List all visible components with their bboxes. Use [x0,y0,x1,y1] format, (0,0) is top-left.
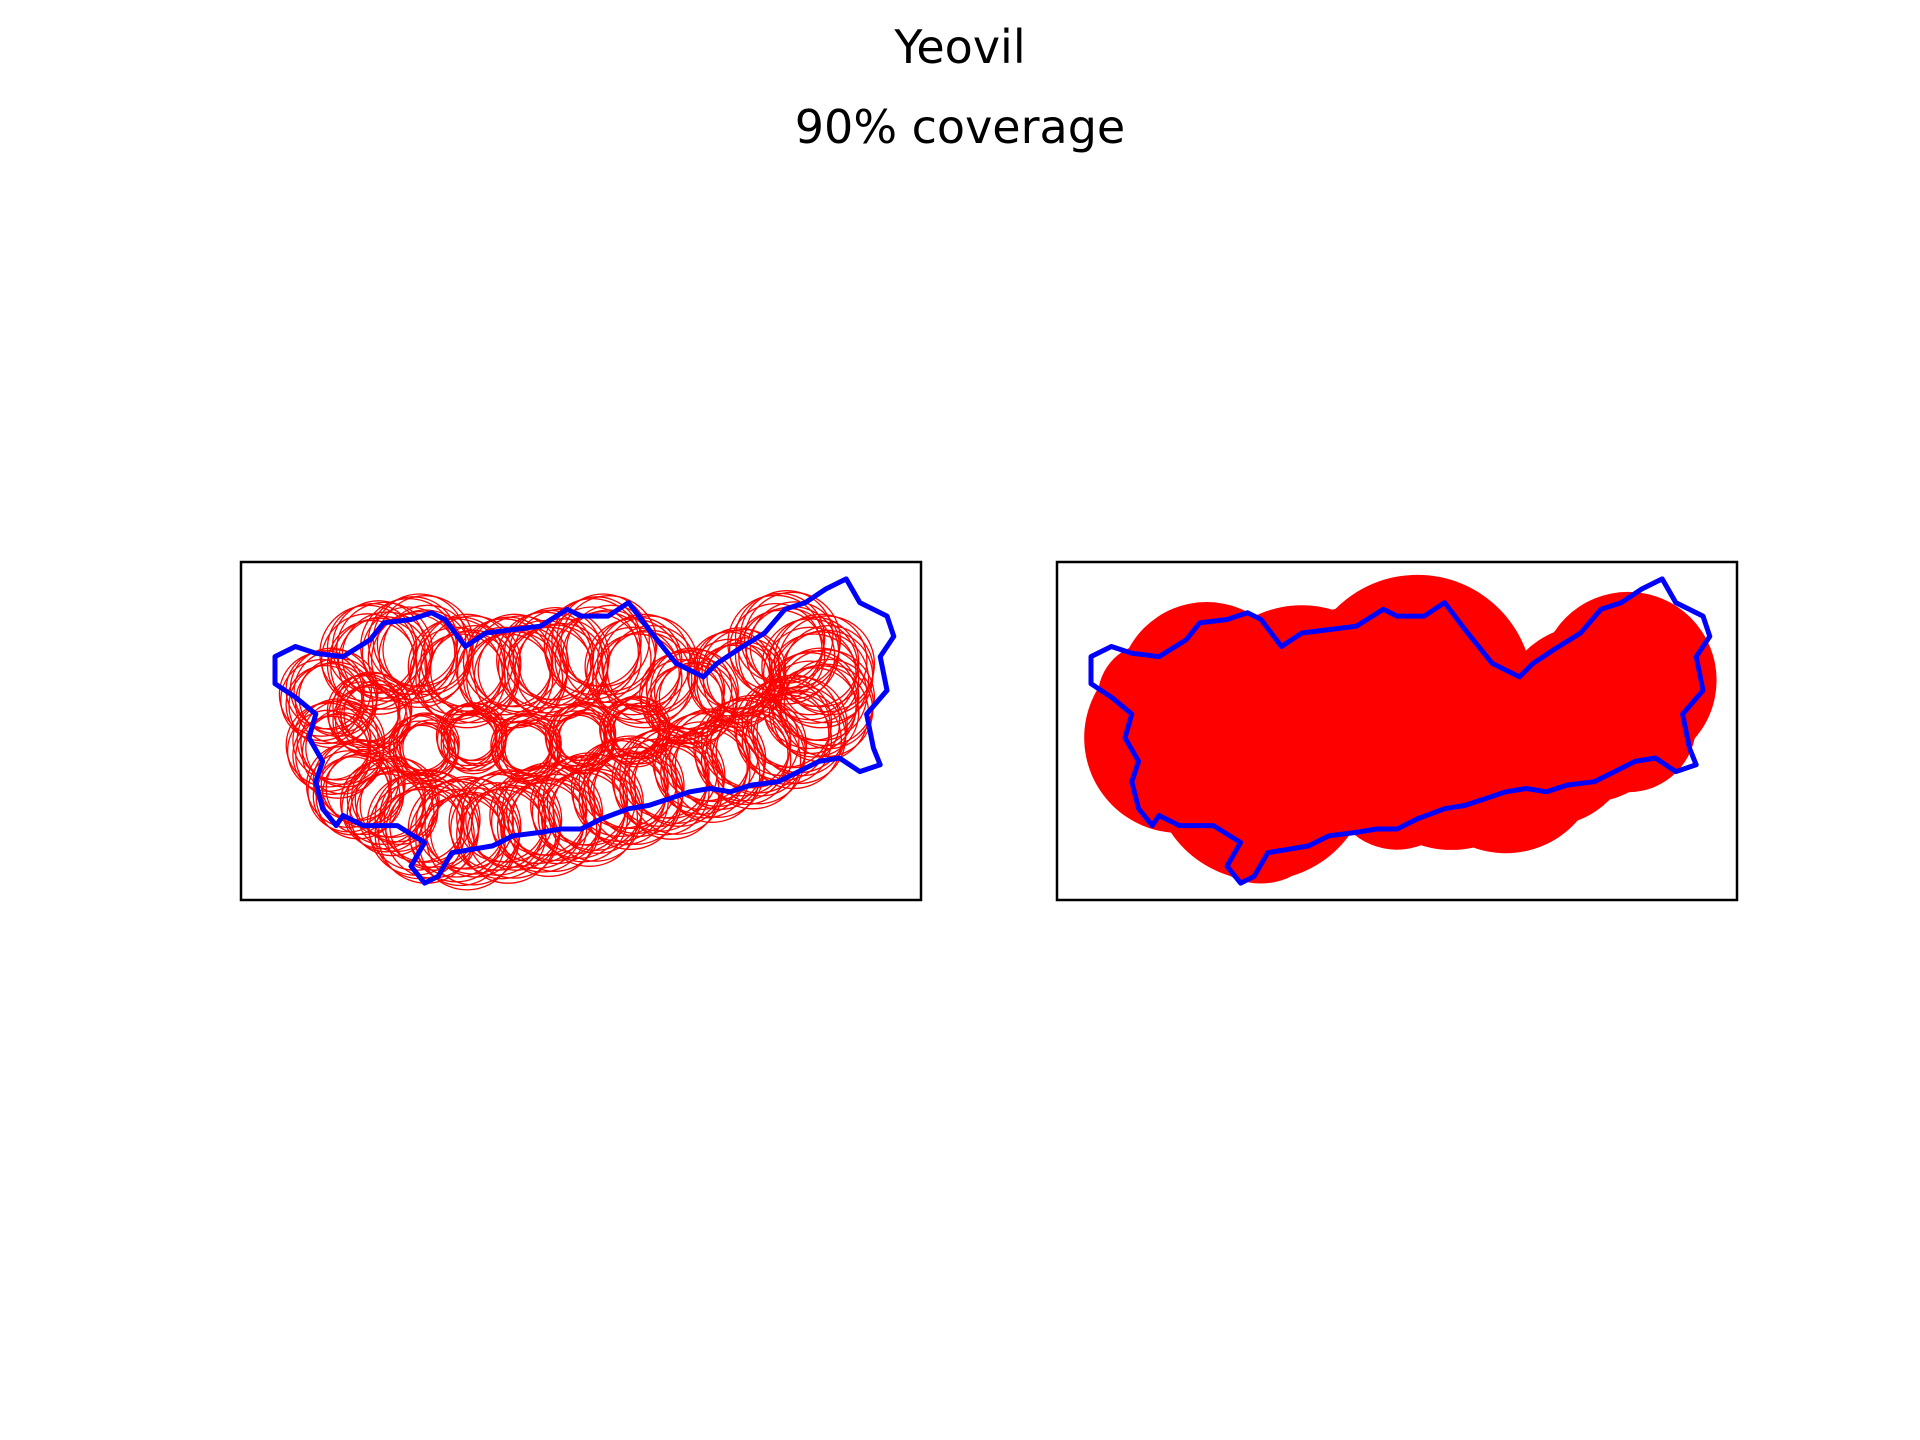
boundary-outline [272,576,897,886]
chart-title: Yeovil [894,20,1026,74]
coverage-circles-group [1084,574,1717,884]
coverage-circle [1560,656,1697,793]
coverage-circles-group [278,590,876,891]
coverage-filled-panel [1055,560,1739,902]
coverage-circle [326,671,413,758]
axes-frame [1055,560,1739,902]
coverage-circle [639,647,739,749]
axes-frame [239,560,923,902]
coverage-circle [339,755,440,857]
coverage-circle [1097,642,1207,752]
coverage-circle [407,775,522,891]
coverage-outline-panel [239,560,923,902]
chart-subtitle: 90% coverage [794,100,1126,154]
coverage-circle [599,695,671,768]
boundary-outline [1088,576,1713,886]
